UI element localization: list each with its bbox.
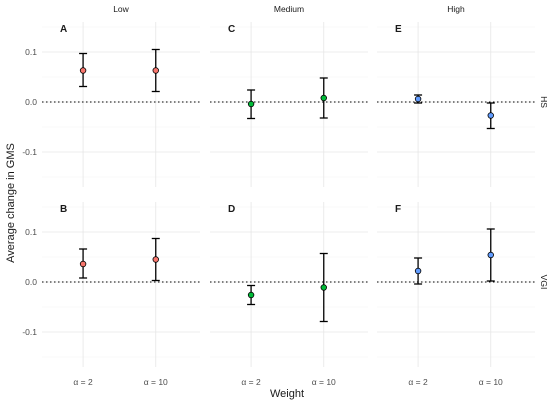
data-point xyxy=(247,291,255,299)
data-point xyxy=(152,256,159,263)
data-point xyxy=(487,251,494,259)
y-tick-label: 0.1 xyxy=(25,227,37,237)
x-tick-label: α = 2 xyxy=(241,377,261,387)
x-tick-label: α = 10 xyxy=(312,377,336,387)
data-point xyxy=(414,95,422,103)
y-axis-title: Average change in GMS xyxy=(5,143,17,263)
y-tick-label: 0.0 xyxy=(25,97,37,107)
panel-label: A xyxy=(60,24,67,35)
grid-layer xyxy=(42,22,535,367)
row-strip-label: VGI xyxy=(539,275,549,290)
x-tick-label: α = 2 xyxy=(73,377,93,387)
data-point xyxy=(487,112,494,119)
x-tick-label: α = 10 xyxy=(479,377,503,387)
y-tick-label: 0.1 xyxy=(25,47,37,57)
y-tick-label: -0.1 xyxy=(22,147,37,157)
panel-label: E xyxy=(395,24,402,35)
y-tick-label: -0.1 xyxy=(22,327,37,337)
panel-label: C xyxy=(228,24,235,35)
data-point xyxy=(79,260,87,268)
column-strip-label: Low xyxy=(113,4,129,14)
data-point xyxy=(247,100,255,108)
x-tick-label: α = 2 xyxy=(408,377,428,387)
panel-label: D xyxy=(228,204,235,215)
data-point xyxy=(79,67,87,74)
x-axis-title: Weight xyxy=(270,388,304,400)
data-point xyxy=(152,67,159,74)
column-strip-label: High xyxy=(447,4,465,14)
label-layer: -0.1 0.0 0.1 -0.1 0.0 0.1 α = 2 α = 10 α = 2 α = … xyxy=(22,4,549,387)
y-tick-label: 0.0 xyxy=(25,277,37,287)
x-tick-label: α = 10 xyxy=(144,377,168,387)
panel-label: B xyxy=(60,204,67,215)
data-point xyxy=(320,284,327,291)
panel-label: F xyxy=(395,204,401,215)
data-point xyxy=(414,267,422,275)
row-strip-label: HS xyxy=(539,96,549,108)
column-strip-label: Medium xyxy=(274,4,304,14)
data-layer xyxy=(79,48,495,323)
data-point xyxy=(320,94,327,102)
